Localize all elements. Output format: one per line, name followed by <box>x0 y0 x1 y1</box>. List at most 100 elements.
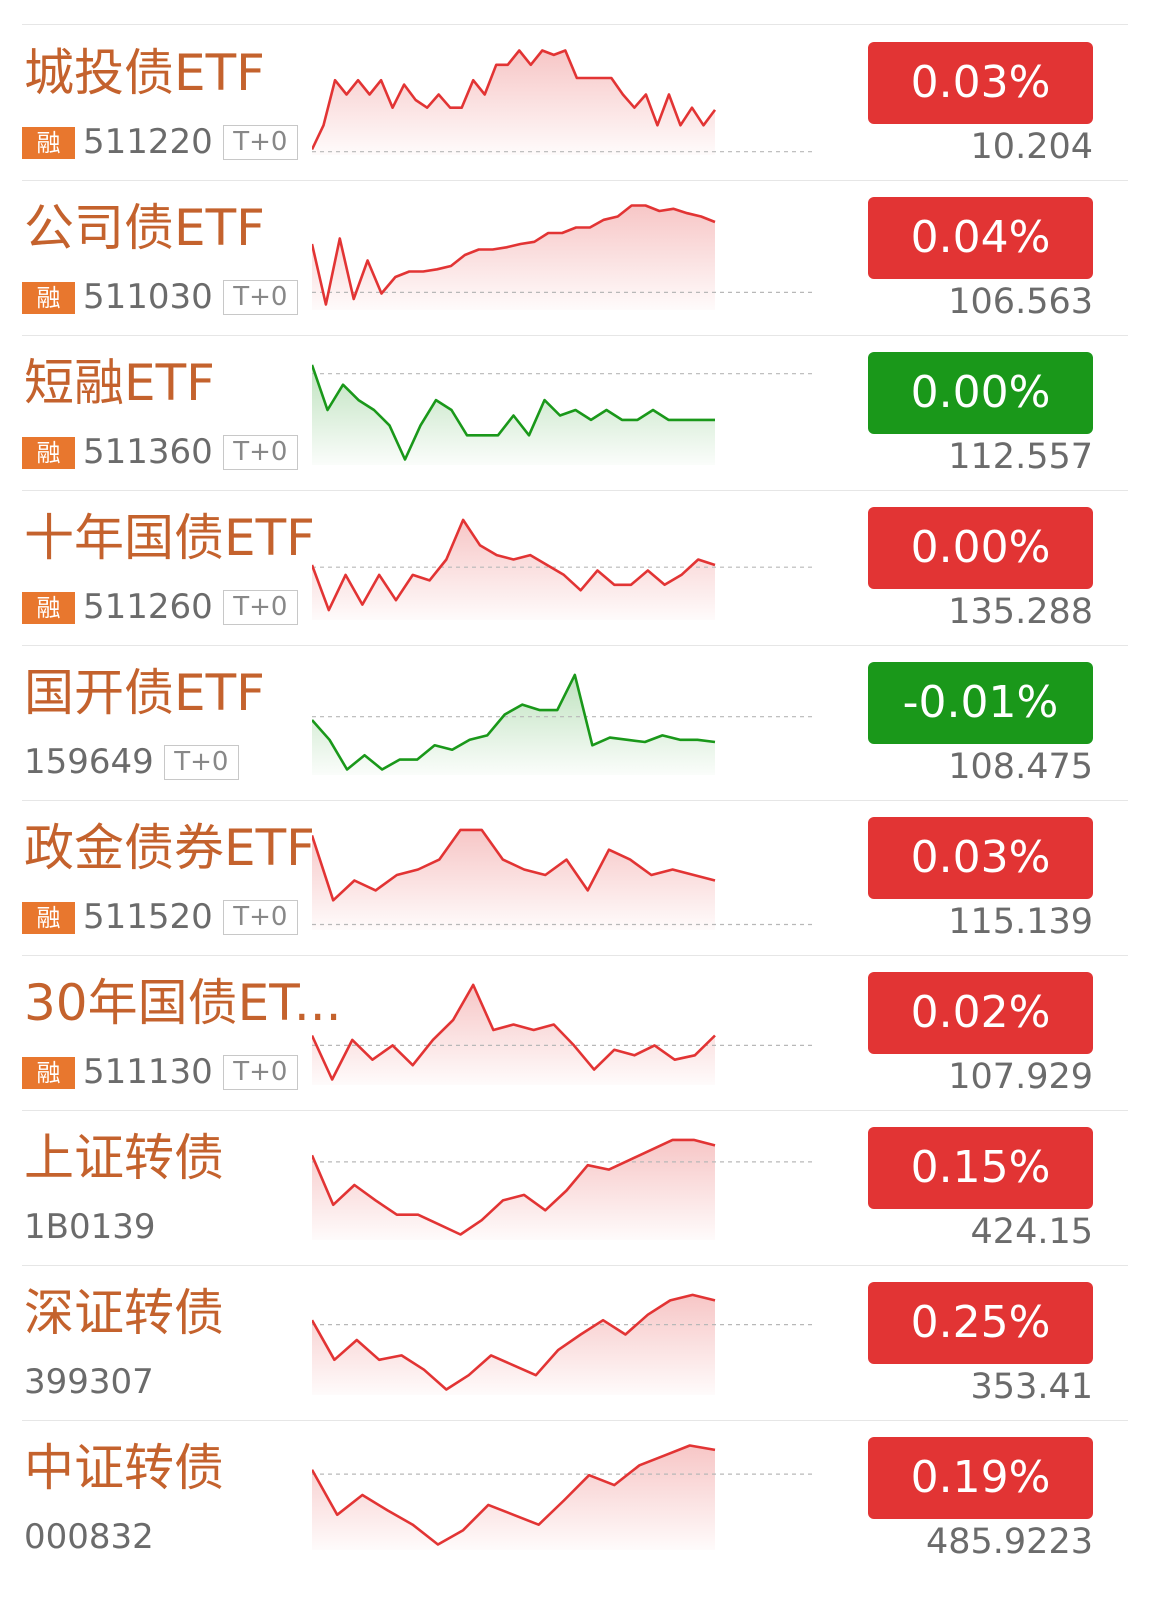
etf-name: 深证转债 <box>24 1284 224 1342</box>
sparkline-line <box>312 518 716 612</box>
etf-price: 135.288 <box>948 592 1093 632</box>
etf-price: 115.139 <box>948 902 1093 942</box>
sparkline-line <box>312 828 716 902</box>
sparkline-area <box>312 674 715 775</box>
separator <box>22 800 1128 801</box>
change-pill: 0.03% <box>868 817 1093 899</box>
etf-row[interactable]: 上证转债 1B0139 0.15% 424.15 <box>0 1110 1151 1266</box>
sparkline <box>312 518 812 620</box>
etf-row[interactable]: 短融ETF 融 511360 T+0 0.00% 112.557 <box>0 335 1151 491</box>
t0-tag: T+0 <box>222 125 298 160</box>
t0-tag: T+0 <box>222 435 298 470</box>
sparkline-area <box>312 984 715 1085</box>
etf-name: 30年国债ET... <box>24 974 342 1032</box>
separator <box>22 1110 1128 1111</box>
t0-tag: T+0 <box>222 1055 298 1090</box>
sparkline <box>312 673 812 775</box>
etf-row[interactable]: 中证转债 000832 0.19% 485.9223 <box>0 1420 1151 1575</box>
sparkline-area <box>312 829 715 930</box>
etf-price: 108.475 <box>948 747 1093 787</box>
change-pill: 0.00% <box>868 352 1093 434</box>
separator <box>22 955 1128 956</box>
sparkline <box>312 1444 812 1550</box>
sparkline <box>312 828 812 930</box>
separator <box>22 24 1128 25</box>
etf-name: 城投债ETF <box>24 44 265 102</box>
change-pill: 0.00% <box>868 507 1093 589</box>
etf-price: 106.563 <box>948 282 1093 322</box>
etf-code: 399307 <box>24 1362 154 1402</box>
change-pill: 0.19% <box>868 1437 1093 1519</box>
margin-badge: 融 <box>22 437 75 469</box>
etf-price: 424.15 <box>970 1212 1093 1252</box>
etf-row[interactable]: 国开债ETF 159649 T+0 -0.01% 108.475 <box>0 645 1151 801</box>
etf-name: 政金债券ETF <box>24 819 315 877</box>
sparkline-area <box>312 1139 715 1240</box>
etf-name: 公司债ETF <box>24 199 265 257</box>
t0-tag: T+0 <box>222 590 298 625</box>
etf-code: 511030 <box>83 277 213 317</box>
etf-name: 短融ETF <box>24 354 215 412</box>
etf-price: 353.41 <box>970 1367 1093 1407</box>
etf-row[interactable]: 深证转债 399307 0.25% 353.41 <box>0 1265 1151 1421</box>
etf-price: 107.929 <box>948 1057 1093 1097</box>
sparkline <box>312 49 812 155</box>
change-pill: 0.04% <box>868 197 1093 279</box>
etf-code: 159649 <box>24 742 154 782</box>
t0-tag: T+0 <box>163 745 239 780</box>
margin-badge: 融 <box>22 1057 75 1089</box>
etf-row[interactable]: 公司债ETF 融 511030 T+0 0.04% 106.563 <box>0 180 1151 336</box>
separator <box>22 490 1128 491</box>
etf-price: 485.9223 <box>925 1522 1093 1562</box>
sparkline-area <box>312 519 715 620</box>
sparkline-line <box>312 1293 716 1391</box>
change-pill: 0.02% <box>868 972 1093 1054</box>
margin-badge: 融 <box>22 127 75 159</box>
margin-badge: 融 <box>22 902 75 934</box>
separator <box>22 180 1128 181</box>
sparkline <box>312 1138 812 1240</box>
etf-code: 511360 <box>83 432 213 472</box>
etf-code: 511520 <box>83 897 213 937</box>
etf-code: 511130 <box>83 1052 213 1092</box>
etf-code: 511260 <box>83 587 213 627</box>
etf-name: 十年国债ETF <box>24 509 315 567</box>
etf-row[interactable]: 城投债ETF 融 511220 T+0 0.03% 10.204 <box>0 25 1151 181</box>
sparkline-area <box>312 205 715 310</box>
etf-price: 10.204 <box>970 127 1093 167</box>
etf-price: 112.557 <box>948 437 1093 477</box>
etf-row[interactable]: 十年国债ETF 融 511260 T+0 0.00% 135.288 <box>0 490 1151 646</box>
etf-name: 国开债ETF <box>24 664 265 722</box>
etf-code: 1B0139 <box>24 1207 156 1247</box>
sparkline-area <box>312 1294 715 1395</box>
separator <box>22 1420 1128 1421</box>
etf-code: 000832 <box>24 1517 154 1557</box>
separator <box>22 335 1128 336</box>
etf-row[interactable]: 30年国债ET... 融 511130 T+0 0.02% 107.929 <box>0 955 1151 1111</box>
sparkline-line <box>312 1444 716 1546</box>
change-pill: -0.01% <box>868 662 1093 744</box>
etf-row[interactable]: 政金债券ETF 融 511520 T+0 0.03% 115.139 <box>0 800 1151 956</box>
sparkline-line <box>312 1138 716 1236</box>
sparkline <box>312 1293 812 1395</box>
change-pill: 0.15% <box>868 1127 1093 1209</box>
sparkline-area <box>312 1445 715 1550</box>
sparkline <box>312 983 812 1085</box>
sparkline <box>312 204 812 310</box>
sparkline-line <box>312 983 716 1081</box>
etf-name: 上证转债 <box>24 1129 224 1187</box>
sparkline-area <box>312 50 715 155</box>
etf-code: 511220 <box>83 122 213 162</box>
sparkline-line <box>312 673 716 771</box>
margin-badge: 融 <box>22 592 75 624</box>
t0-tag: T+0 <box>222 280 298 315</box>
change-pill: 0.25% <box>868 1282 1093 1364</box>
sparkline-line <box>312 204 716 306</box>
separator <box>22 1265 1128 1266</box>
sparkline-line <box>312 364 715 461</box>
sparkline-line <box>312 49 717 151</box>
margin-badge: 融 <box>22 282 75 314</box>
sparkline-area <box>312 364 715 465</box>
t0-tag: T+0 <box>222 900 298 935</box>
etf-name: 中证转债 <box>24 1439 224 1497</box>
